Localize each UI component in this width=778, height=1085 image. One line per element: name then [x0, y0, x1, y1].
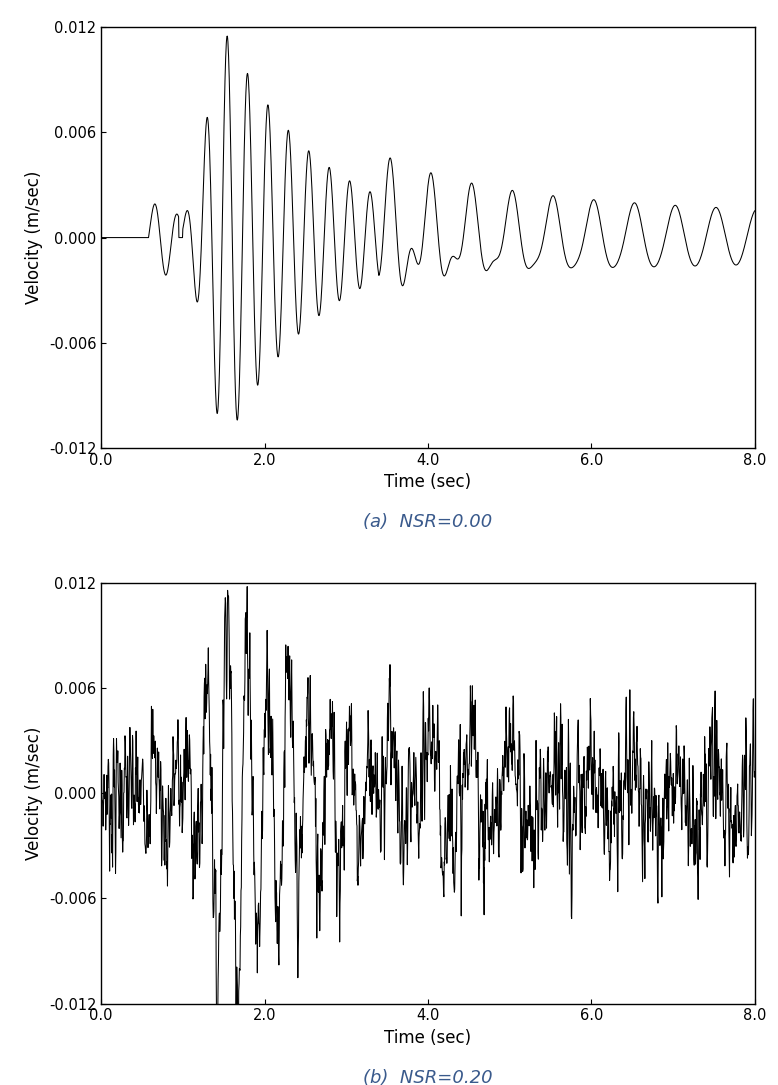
Y-axis label: Velocity (m/sec): Velocity (m/sec): [25, 171, 44, 304]
Text: (b)  NSR=0.20: (b) NSR=0.20: [363, 1069, 492, 1085]
X-axis label: Time (sec): Time (sec): [384, 1029, 471, 1047]
Text: (a)  NSR=0.00: (a) NSR=0.00: [363, 513, 492, 532]
X-axis label: Time (sec): Time (sec): [384, 473, 471, 492]
Y-axis label: Velocity (m/sec): Velocity (m/sec): [25, 727, 44, 859]
